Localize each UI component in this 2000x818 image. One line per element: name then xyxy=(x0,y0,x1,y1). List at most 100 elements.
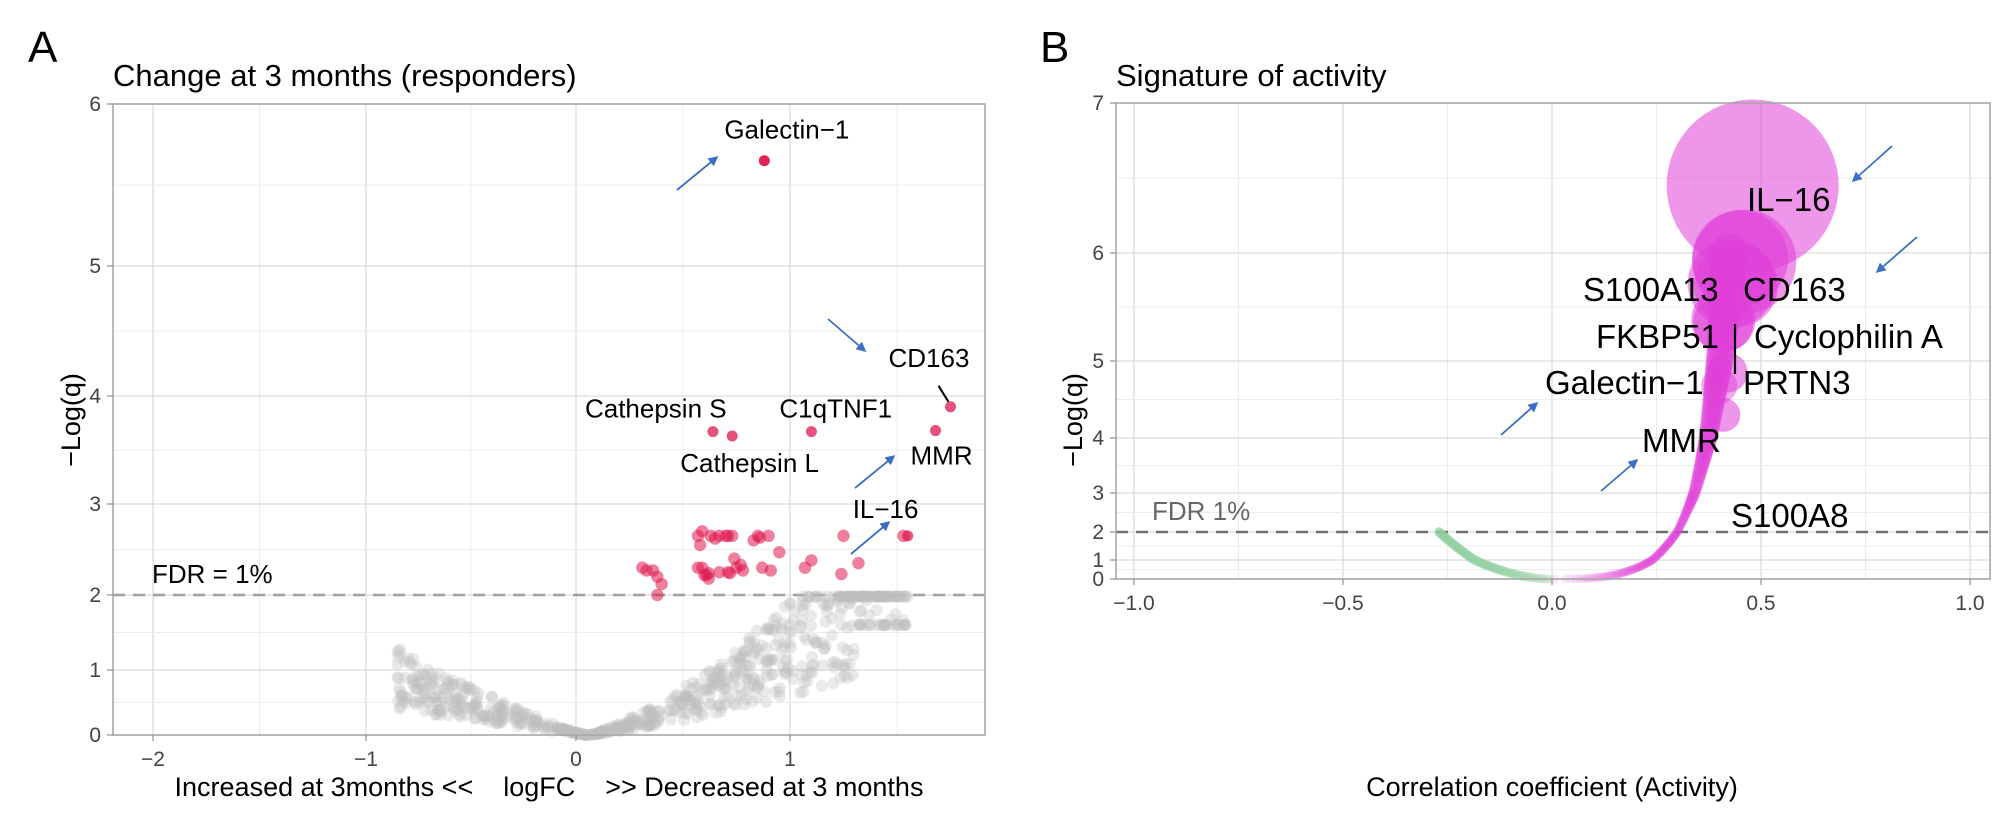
point-not-significant xyxy=(626,711,639,724)
threshold-line-a: FDR = 1% xyxy=(113,559,985,597)
point-not-significant xyxy=(835,602,848,615)
point-positive xyxy=(1669,531,1679,541)
point-not-significant xyxy=(748,636,761,649)
point-not-significant xyxy=(762,655,775,668)
point-not-significant xyxy=(460,680,473,693)
point-positive xyxy=(1585,573,1595,583)
point-not-significant xyxy=(826,657,839,670)
point-negative xyxy=(1471,555,1482,566)
point-not-significant xyxy=(672,695,685,708)
point-not-significant xyxy=(604,722,617,735)
point-not-significant xyxy=(721,690,734,703)
point-not-significant xyxy=(740,672,753,685)
point-not-significant xyxy=(514,712,527,725)
point-positive xyxy=(1687,489,1700,502)
point-not-significant xyxy=(809,637,822,650)
point-not-significant xyxy=(738,698,751,711)
point-not-significant xyxy=(779,655,792,668)
point-not-significant xyxy=(837,660,850,673)
point-not-significant xyxy=(710,665,723,678)
point-not-significant xyxy=(755,639,768,652)
point-not-significant xyxy=(612,723,625,736)
point-not-significant xyxy=(768,686,781,699)
point-not-significant xyxy=(406,673,419,686)
point-negative xyxy=(1506,568,1517,579)
point-not-significant xyxy=(863,609,876,622)
point-not-significant xyxy=(731,657,744,670)
point-label: CD163 xyxy=(889,343,970,373)
point-not-significant xyxy=(796,594,809,607)
point-not-significant xyxy=(637,706,650,719)
point-not-significant xyxy=(676,697,689,710)
point-not-significant xyxy=(680,679,693,692)
point-not-significant xyxy=(487,705,500,718)
point-not-significant xyxy=(588,728,601,741)
point-not-significant xyxy=(622,717,635,730)
point-not-significant xyxy=(456,695,469,708)
point-not-significant xyxy=(689,697,702,710)
point-not-significant xyxy=(877,619,890,631)
point-not-significant xyxy=(391,658,404,671)
point-not-significant xyxy=(558,724,571,737)
point-not-significant xyxy=(482,708,495,721)
point-not-significant xyxy=(861,590,874,603)
point-label: Cathepsin L xyxy=(680,448,819,478)
point-positive xyxy=(1617,568,1627,578)
point-not-significant xyxy=(834,671,847,684)
point-not-significant xyxy=(796,660,809,673)
point-not-significant xyxy=(842,590,855,603)
point-not-significant xyxy=(889,608,902,621)
point-positive xyxy=(1656,547,1666,557)
point-not-significant xyxy=(482,715,495,728)
point-positive xyxy=(1674,522,1685,532)
point-negative xyxy=(1434,527,1445,537)
points-a xyxy=(391,155,956,741)
point-not-significant xyxy=(890,619,903,631)
point-not-significant xyxy=(429,708,442,721)
point-not-significant xyxy=(818,642,831,655)
point-not-significant xyxy=(447,701,460,714)
point-not-significant xyxy=(632,716,645,729)
point-positive xyxy=(1690,474,1705,488)
point-negative xyxy=(1467,553,1478,564)
point-not-significant xyxy=(486,691,499,704)
point-not-significant xyxy=(667,704,680,717)
point-not-significant xyxy=(802,591,815,604)
point-not-significant xyxy=(839,658,852,671)
point-not-significant xyxy=(455,699,468,712)
label-leader-line xyxy=(937,385,950,403)
point-not-significant xyxy=(807,633,820,646)
point-not-significant xyxy=(453,708,466,721)
point-not-significant xyxy=(664,713,677,726)
point-not-significant xyxy=(728,673,741,686)
point-not-significant xyxy=(877,590,890,603)
point-not-significant xyxy=(394,643,407,656)
point-positive xyxy=(1667,534,1677,544)
point-significant xyxy=(655,577,668,591)
point-negative xyxy=(1491,563,1502,574)
point-negative xyxy=(1474,557,1485,568)
point-not-significant xyxy=(491,711,504,724)
point-positive xyxy=(1660,542,1670,552)
point-not-significant xyxy=(608,724,621,737)
point-not-significant xyxy=(396,689,409,702)
point-not-significant xyxy=(783,596,796,609)
point-not-significant xyxy=(856,590,869,603)
point-not-significant xyxy=(398,655,411,668)
point-not-significant xyxy=(691,711,704,724)
point-not-significant xyxy=(403,655,416,668)
point-not-significant xyxy=(869,590,882,603)
point-not-significant xyxy=(602,722,615,735)
point-not-significant xyxy=(834,590,847,603)
x-tick-label: 0.0 xyxy=(1537,592,1566,615)
point-not-significant xyxy=(563,724,576,737)
point-not-significant xyxy=(431,704,444,717)
point-not-significant xyxy=(898,619,911,631)
point-not-significant xyxy=(495,709,508,722)
point-not-significant xyxy=(401,691,414,704)
point-not-significant xyxy=(772,634,785,647)
point-not-significant xyxy=(769,639,782,652)
point-not-significant xyxy=(834,590,847,603)
point-not-significant xyxy=(469,698,482,711)
threshold-line-b: FDR 1% xyxy=(1116,496,1990,534)
